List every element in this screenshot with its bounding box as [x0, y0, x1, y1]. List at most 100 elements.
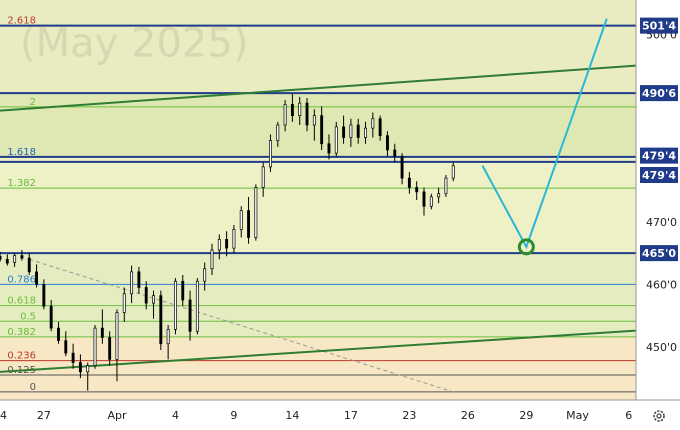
candle-body	[261, 166, 265, 188]
horizontal-price-lines	[0, 24, 636, 255]
price-badge-label: 465'0	[642, 247, 676, 260]
candle-body	[173, 280, 177, 330]
candle-body	[188, 299, 192, 332]
candle-body	[137, 271, 141, 288]
price-band	[0, 336, 636, 400]
price-badge	[640, 167, 678, 183]
candle-body	[400, 155, 404, 179]
candle-body	[93, 327, 97, 366]
time-tick-label: 24	[0, 409, 7, 422]
time-tick-label: May	[566, 409, 589, 422]
candle-body	[13, 255, 17, 263]
price-tick-label: 450'0	[646, 341, 677, 354]
candle-body	[371, 118, 375, 129]
settings-gear-icon[interactable]	[653, 410, 665, 422]
candle-body	[100, 327, 104, 338]
price-band	[0, 93, 636, 157]
candle-body	[269, 140, 272, 168]
time-tick-label: 14	[285, 409, 299, 422]
candle-body	[393, 149, 397, 157]
price-badge-label: 479'4	[642, 169, 676, 182]
candle-body	[349, 124, 353, 138]
fibonacci-levels: 2.618 2 1.618 1.382 0.786 0.618 0.5 0.382 0.236 0…	[0, 16, 636, 393]
candlestick-series	[0, 93, 455, 391]
channel-trendline	[0, 64, 637, 112]
time-tick-label: 4	[172, 409, 179, 422]
candle-body	[86, 365, 90, 373]
candle-body	[20, 255, 24, 259]
candle-body	[35, 271, 39, 285]
candle-body	[181, 280, 185, 301]
forecast-path	[481, 18, 608, 256]
time-axis-background	[0, 400, 680, 430]
candle-body	[415, 187, 419, 193]
candle-body	[115, 312, 119, 360]
candle-body	[159, 295, 163, 345]
price-tick-label: 460'0	[646, 278, 677, 291]
candle-body	[342, 126, 346, 138]
fib-level-label: 1.382	[7, 178, 36, 189]
price-badge-label: 490'6	[642, 87, 676, 100]
candle-body	[166, 329, 170, 345]
candle-body	[422, 191, 426, 207]
candle-body	[130, 271, 134, 295]
candle-body	[305, 102, 309, 126]
candle-body	[320, 115, 324, 145]
candle-body	[152, 295, 155, 304]
candle-body	[385, 135, 389, 151]
candle-body	[0, 255, 2, 260]
candle-body	[210, 249, 214, 270]
time-tick-label: 23	[402, 409, 416, 422]
candle-body	[232, 229, 236, 249]
candle-body	[71, 352, 75, 363]
fib-level-label: 0.5	[20, 311, 36, 322]
price-band	[0, 253, 636, 337]
price-badge	[640, 147, 678, 164]
candle-body	[429, 196, 433, 207]
candle-body	[203, 268, 207, 282]
fib-level-label: 0.618	[7, 296, 36, 307]
price-badge-label: 501'4	[642, 20, 676, 33]
candle-body	[78, 362, 82, 373]
time-tick-label: 29	[519, 409, 533, 422]
price-bands	[0, 0, 636, 400]
candle-body	[254, 187, 258, 238]
watermark-text: (May 2025)	[20, 20, 248, 66]
time-tick-label: 27	[37, 409, 51, 422]
candle-body	[327, 143, 331, 154]
time-tick-label: Apr	[107, 409, 127, 422]
channel-trendline	[0, 329, 637, 373]
candle-body	[364, 127, 367, 138]
fib-level-label: 0.382	[7, 327, 36, 338]
time-axis: 24 27 Apr 4 9 14 17 23 26 29 May 6	[0, 399, 680, 430]
fib-level-label: 0	[30, 382, 36, 393]
price-badge-label: 479'4	[642, 150, 676, 163]
candle-body	[276, 124, 280, 141]
price-badge	[640, 17, 678, 34]
fib-level-label: 0.786	[7, 274, 36, 285]
price-badge	[640, 85, 678, 102]
time-tick-label: 26	[461, 409, 475, 422]
candle-body	[437, 193, 441, 198]
candle-body	[239, 210, 243, 230]
candle-body	[312, 115, 316, 126]
candle-body	[122, 293, 126, 313]
candle-body	[378, 118, 382, 136]
candle-body	[407, 177, 411, 188]
candle-body	[356, 124, 360, 138]
price-axis-background	[636, 0, 680, 430]
candle-body	[334, 126, 338, 154]
candle-body	[217, 239, 221, 251]
gear-teeth	[653, 410, 665, 422]
price-badge	[640, 245, 678, 262]
price-band	[0, 0, 636, 94]
candle-body	[290, 104, 294, 116]
candle-body	[57, 327, 60, 341]
fib-level-label: 0.236	[7, 351, 36, 362]
candle-body	[27, 257, 31, 273]
forecast-line	[481, 18, 608, 250]
candle-body	[42, 284, 46, 307]
watermark-layer: (May 2025)	[20, 20, 248, 66]
